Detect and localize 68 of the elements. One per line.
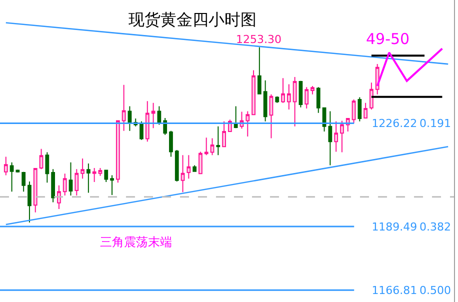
y2-tick-label: 0.191 [420, 117, 451, 130]
candlestick [358, 96, 362, 122]
candlestick [352, 98, 356, 124]
candlestick [110, 174, 114, 196]
candlestick [292, 76, 297, 127]
candlestick [145, 100, 150, 142]
candlestick [186, 154, 191, 180]
candlestick [39, 148, 44, 170]
candlestick [328, 110, 332, 166]
candlestick [122, 84, 126, 132]
candlestick [104, 169, 108, 183]
candlestick [204, 137, 208, 156]
candlestick [74, 168, 79, 196]
annotation: 1253.30 [236, 33, 282, 46]
candlestick [269, 94, 274, 139]
candlestick [234, 106, 238, 129]
candlestick [252, 70, 256, 116]
y-tick-label: 1189.49 [372, 220, 418, 234]
annotation: 49-50 [366, 30, 410, 48]
candlestick [304, 86, 309, 109]
candlestick [281, 78, 285, 104]
candlestick [246, 110, 250, 138]
text: 现货黄金四小时图 [128, 10, 256, 29]
candlestick [28, 180, 32, 223]
candlestick [16, 169, 20, 173]
candlestick [275, 96, 280, 104]
candlestick [10, 162, 14, 192]
candlestick [140, 120, 144, 140]
candlestick [263, 80, 268, 122]
candlestick [364, 102, 368, 120]
candlestick [286, 84, 291, 110]
candlestick [22, 171, 26, 192]
candlestick [80, 158, 84, 180]
candlestick [334, 120, 338, 152]
y-tick-label: 1226.22 [372, 117, 418, 130]
y2-tick-label: 0.500 [420, 284, 451, 298]
candlestick [316, 86, 320, 114]
candlestick [216, 126, 220, 156]
candlestick [51, 168, 56, 203]
annotation: 三角震荡末端 [100, 235, 172, 249]
candlestick [169, 130, 173, 158]
candlestick [33, 168, 38, 213]
candlestick [257, 46, 262, 95]
candlestick [128, 106, 132, 132]
candlestick [57, 184, 61, 210]
candlestick [151, 102, 156, 129]
candlestick [370, 82, 374, 110]
candlestick [222, 120, 226, 148]
candlestick [210, 138, 214, 156]
candlestick [163, 117, 168, 136]
candlestick [192, 164, 197, 172]
candlestick [4, 156, 8, 176]
candlestick [116, 120, 120, 184]
candlestick [62, 173, 67, 196]
candlestick [86, 163, 90, 194]
candlestick [340, 120, 344, 153]
candlestick [98, 168, 102, 176]
y2-tick-label: 0.382 [420, 220, 451, 234]
y-tick-label: 1166.81 [372, 284, 418, 298]
candlestick [68, 162, 73, 196]
candlestick [92, 168, 96, 183]
candlestick [310, 85, 314, 95]
candlestick [45, 152, 50, 184]
line-series [376, 48, 444, 87]
candlestick [174, 150, 179, 182]
candlestick [298, 80, 303, 108]
candlestick [198, 151, 202, 174]
candlestick [180, 154, 185, 193]
